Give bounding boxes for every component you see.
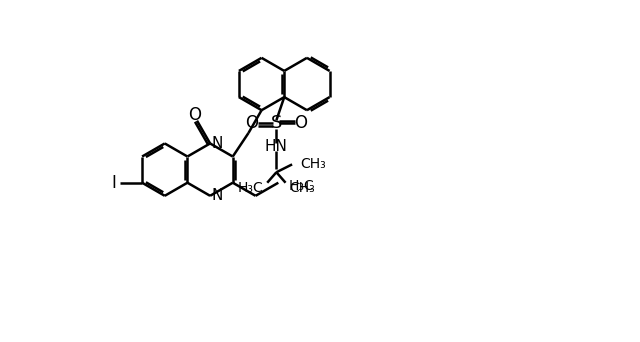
Text: I: I bbox=[111, 174, 116, 192]
Text: CH₃: CH₃ bbox=[289, 181, 316, 195]
Text: O: O bbox=[245, 114, 259, 132]
Text: O: O bbox=[294, 114, 307, 132]
Text: H₃C: H₃C bbox=[289, 179, 315, 193]
Text: S: S bbox=[271, 114, 282, 132]
Text: N: N bbox=[212, 187, 223, 202]
Text: CH₃: CH₃ bbox=[300, 157, 326, 171]
Text: N: N bbox=[212, 136, 223, 151]
Text: H₃C: H₃C bbox=[237, 181, 263, 195]
Text: HN: HN bbox=[265, 139, 288, 154]
Text: O: O bbox=[188, 106, 201, 123]
